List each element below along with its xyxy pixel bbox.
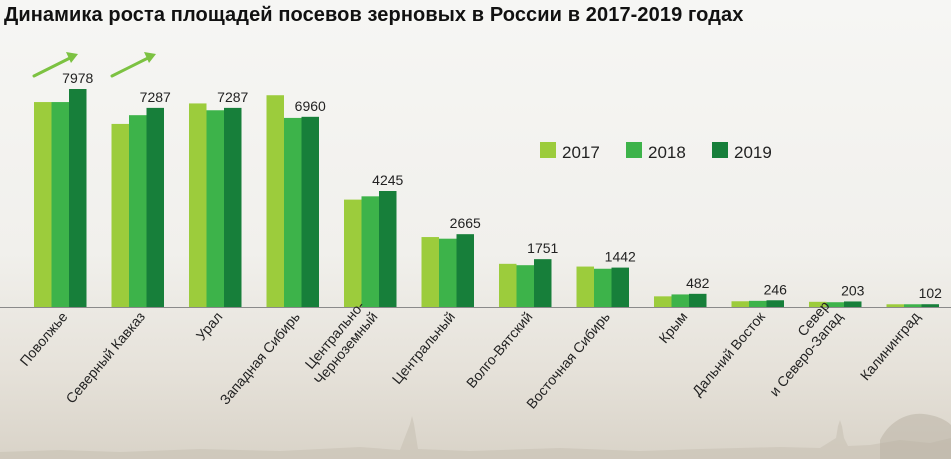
- bar-2017-0: [34, 102, 52, 307]
- data-label-1: 7287: [140, 89, 171, 105]
- bar-2019-2: [224, 107, 242, 307]
- data-label-0: 7978: [62, 70, 93, 86]
- category-label-6: Волго-Вятский: [463, 309, 536, 391]
- bar-2019-5: [456, 234, 474, 307]
- category-label-2: Урал: [193, 309, 226, 344]
- category-label-7: Восточная Сибирь: [523, 309, 613, 412]
- chart-title: Динамика роста площадей посевов зерновых…: [4, 4, 744, 26]
- bar-2018-8: [671, 294, 689, 307]
- category-label-9: Дальний Восток: [689, 308, 769, 399]
- legend-label-2019: 2019: [734, 143, 772, 162]
- bar-2017-3: [266, 95, 284, 307]
- category-label-3: Западная Сибирь: [216, 309, 303, 408]
- bar-2017-7: [576, 266, 594, 307]
- category-label-11: Калининград: [857, 309, 923, 384]
- legend-label-2017: 2017: [562, 143, 600, 162]
- category-label-4: Центрально-Черноземный: [298, 297, 381, 387]
- data-label-2: 7287: [217, 89, 248, 105]
- bar-2019-8: [689, 293, 707, 307]
- data-label-7: 1442: [605, 249, 636, 265]
- bar-2018-3: [284, 117, 302, 307]
- bar-2019-9: [766, 300, 784, 307]
- bar-2019-11: [921, 304, 939, 307]
- bar-2018-7: [594, 268, 612, 307]
- data-label-11: 102: [919, 285, 943, 301]
- growth-arrow-icon: [32, 52, 78, 78]
- bar-2018-2: [206, 110, 224, 307]
- bar-2019-0: [69, 89, 87, 307]
- bar-2018-0: [51, 102, 69, 307]
- bar-2017-4: [344, 199, 362, 307]
- legend-swatch-2019: [712, 142, 728, 158]
- data-label-8: 482: [686, 275, 710, 291]
- bar-2019-4: [379, 191, 397, 307]
- legend-swatch-2017: [540, 142, 556, 158]
- bar-2017-1: [111, 123, 129, 307]
- growth-arrow-icon: [110, 52, 156, 78]
- bar-2017-8: [654, 296, 672, 307]
- bar-2019-3: [301, 116, 319, 308]
- legend-label-2018: 2018: [648, 143, 686, 162]
- data-label-9: 246: [764, 281, 788, 297]
- category-label-5: Центральный: [389, 309, 458, 387]
- bar-2017-5: [421, 237, 439, 307]
- bar-2018-10: [826, 302, 844, 307]
- category-label-0: Поволжье: [16, 308, 70, 368]
- bar-2017-9: [731, 301, 749, 307]
- bar-2018-9: [749, 300, 767, 307]
- bar-2018-5: [439, 238, 457, 307]
- legend-swatch-2018: [626, 142, 642, 158]
- bar-2017-11: [886, 304, 904, 307]
- city-skyline-background: [0, 413, 951, 459]
- data-label-5: 2665: [450, 215, 481, 231]
- bar-2019-6: [534, 259, 552, 307]
- bar-2018-11: [904, 304, 922, 307]
- bar-2017-2: [189, 103, 207, 307]
- bar-2017-10: [809, 301, 827, 307]
- bar-2018-6: [516, 265, 534, 307]
- bar-2019-7: [611, 267, 629, 307]
- data-label-10: 203: [841, 282, 865, 298]
- category-label-1: Северный Кавказ: [62, 309, 148, 407]
- bar-2018-1: [129, 115, 147, 307]
- category-label-8: Крым: [655, 309, 690, 347]
- bar-2017-6: [499, 263, 517, 307]
- bar-2019-1: [146, 107, 164, 307]
- data-label-4: 4245: [372, 172, 403, 188]
- data-label-6: 1751: [527, 240, 558, 256]
- data-label-3: 6960: [295, 98, 326, 114]
- bar-2018-4: [361, 196, 379, 307]
- category-label-10: Севери Северо-Запад: [753, 298, 846, 400]
- bar-2019-10: [844, 301, 862, 307]
